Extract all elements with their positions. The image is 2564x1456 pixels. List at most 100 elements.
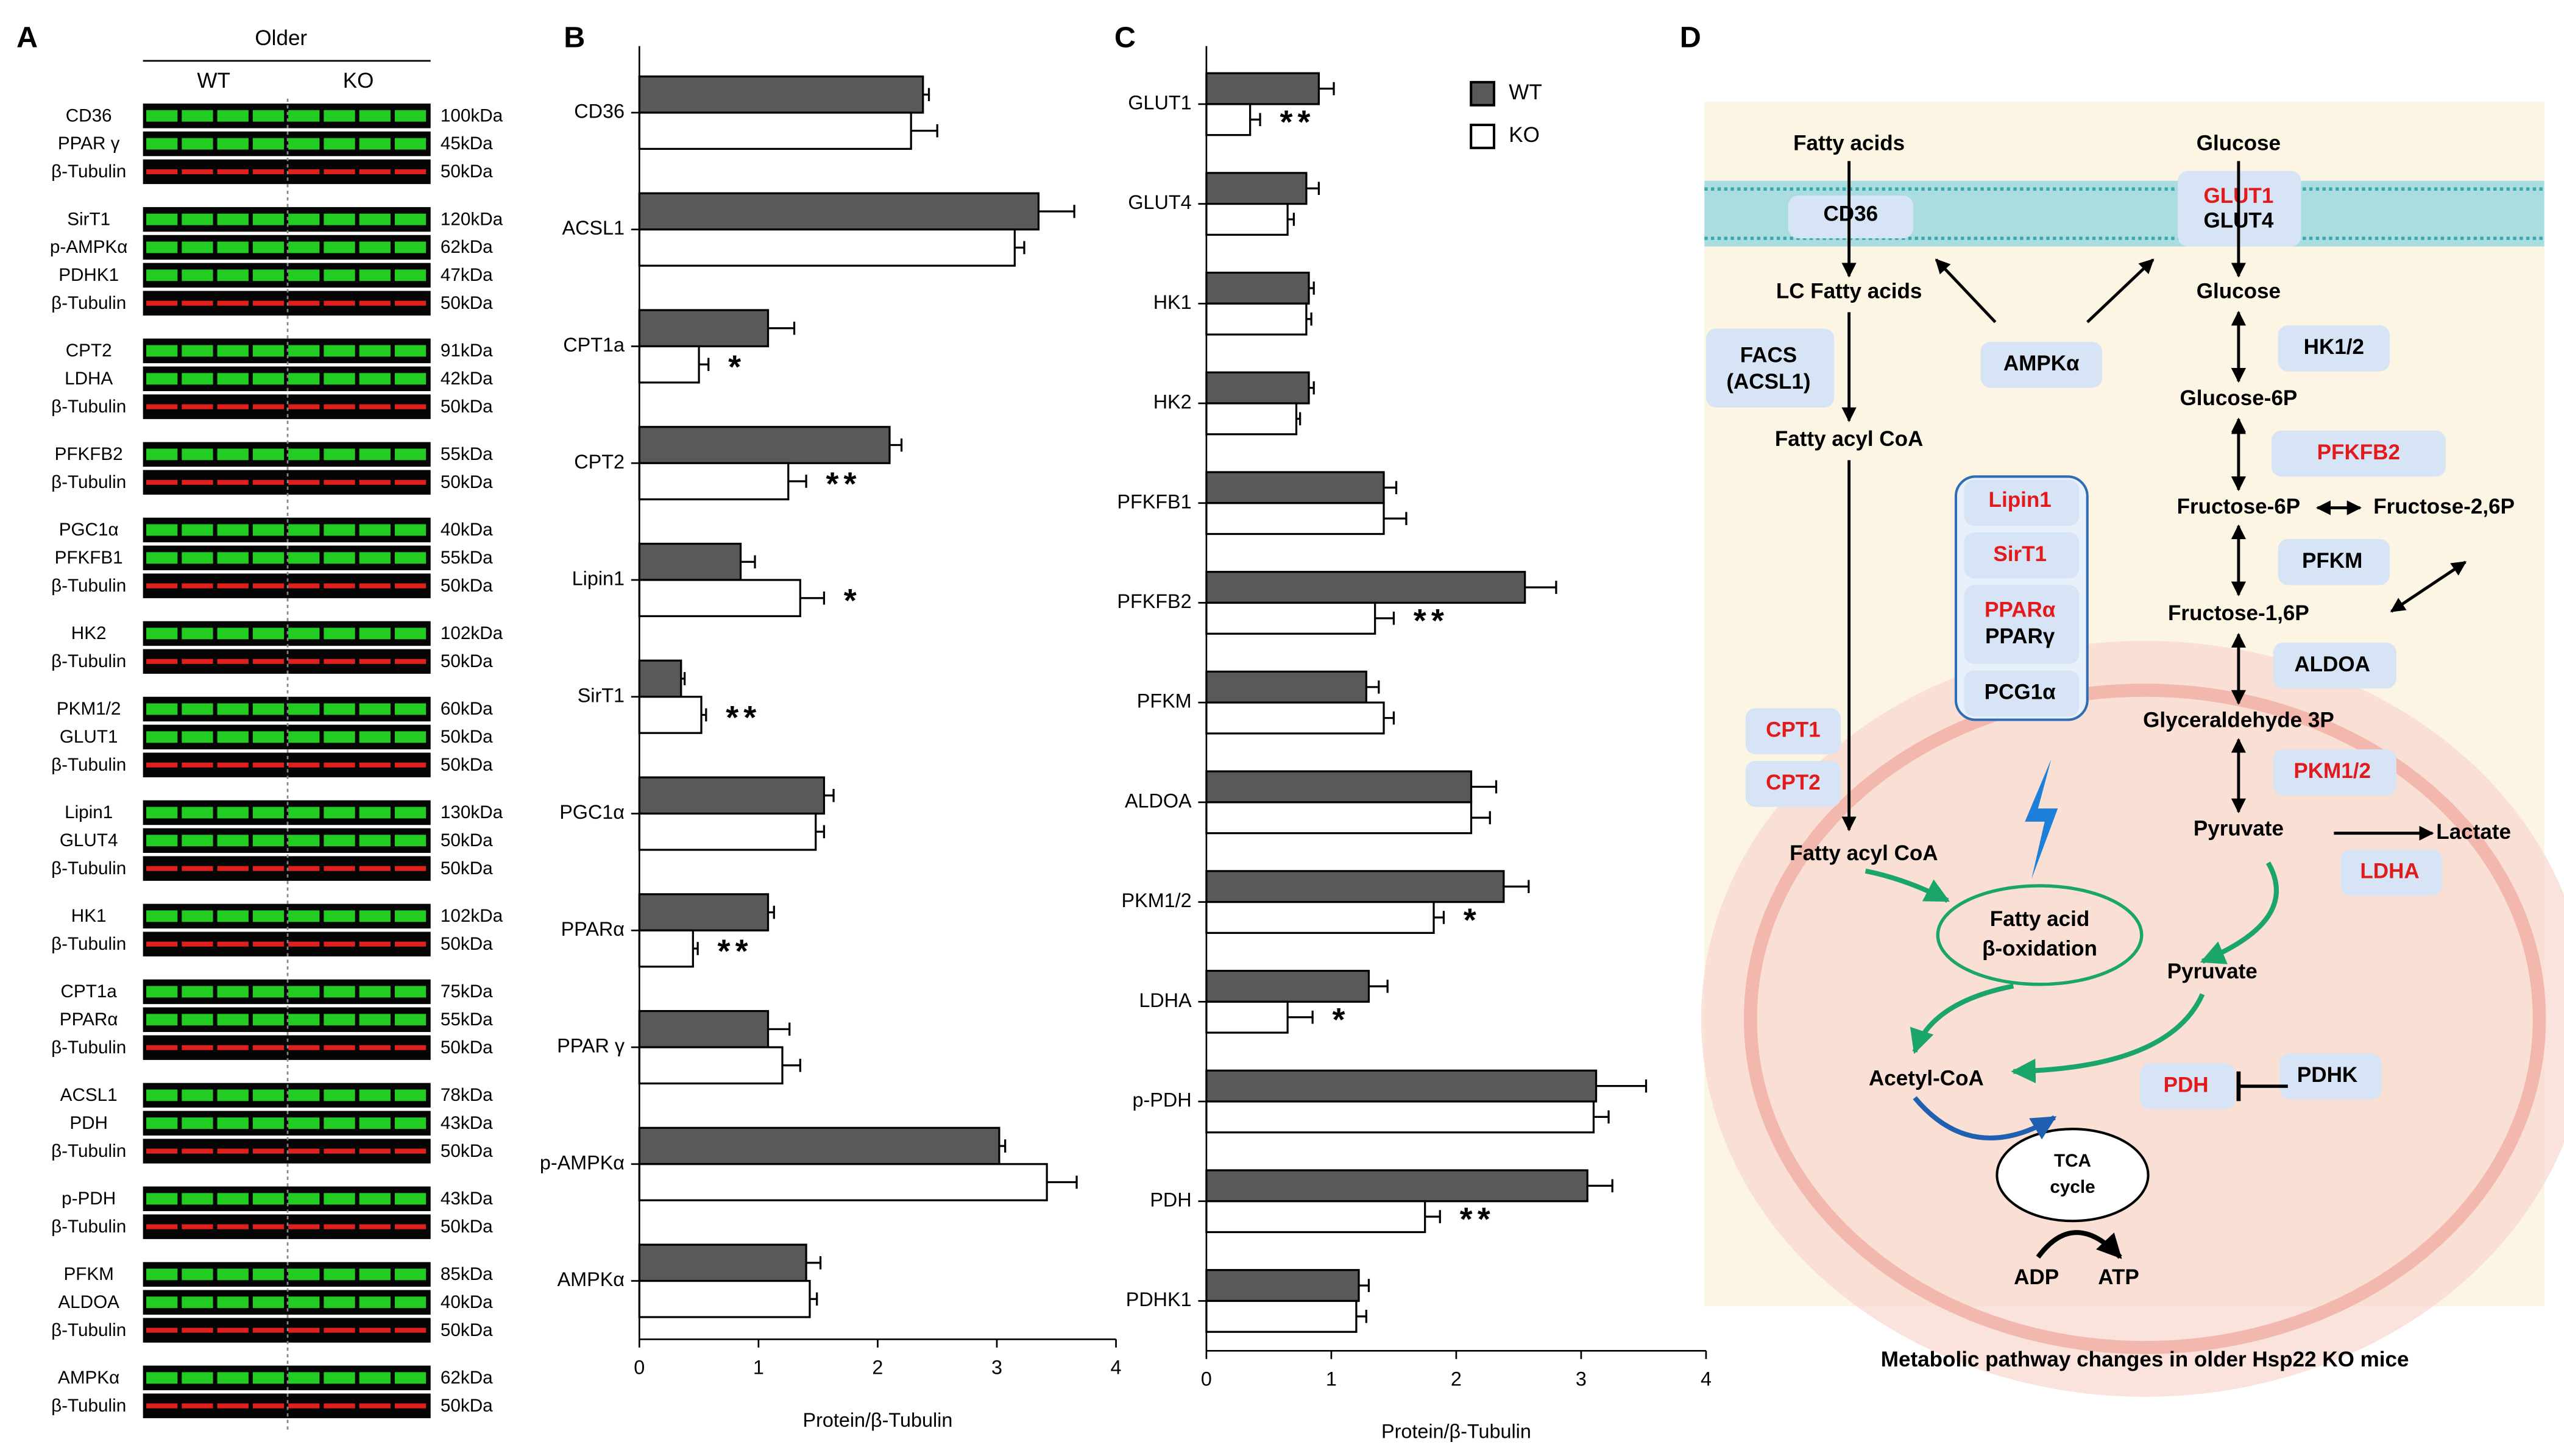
blot-band: [146, 373, 178, 385]
blot-band: [146, 731, 178, 743]
x-tick-label: 4: [1701, 1368, 1712, 1390]
diagram-box: [2279, 1053, 2382, 1100]
blot-band: [288, 373, 320, 385]
blot-band: [324, 1045, 355, 1050]
blot-band: [217, 866, 249, 871]
blot-band: [288, 1268, 320, 1281]
blot-band: [217, 1148, 249, 1154]
blot-band: [182, 1296, 213, 1309]
blot-band: [182, 1117, 213, 1129]
blot-band: [324, 448, 355, 461]
blot-band: [359, 941, 391, 947]
bar: [638, 75, 924, 114]
blot-band: [324, 479, 355, 485]
blot-band: [217, 807, 249, 819]
y-tick-label: AMPKα: [558, 1268, 625, 1290]
size-label: 50kDa: [441, 727, 493, 747]
blot-band: [146, 524, 178, 536]
blot-band: [359, 552, 391, 564]
protein-label: PPAR γ: [58, 133, 120, 154]
blot-band: [252, 241, 285, 253]
protein-label: AMPKα: [58, 1368, 119, 1388]
blot-band: [217, 552, 249, 564]
size-label: 45kDa: [441, 133, 493, 154]
diagram-node: TCA: [2054, 1151, 2091, 1171]
y-tick-label: SirT1: [578, 684, 625, 706]
blot-band: [182, 1148, 213, 1154]
blot-band: [217, 659, 249, 664]
size-label: 55kDa: [441, 548, 493, 568]
blot-band: [252, 448, 285, 461]
blot-band: [324, 583, 355, 588]
size-label: 62kDa: [441, 237, 493, 257]
blot-band: [182, 373, 213, 385]
bar: [638, 542, 742, 581]
blot-band: [324, 1193, 355, 1205]
blot-band: [217, 269, 249, 281]
protein-label: PFKFB1: [55, 548, 123, 568]
blot-band: [182, 910, 213, 922]
blot-band: [182, 404, 213, 409]
diagram-node: PFKM: [2302, 549, 2362, 573]
bar: [638, 776, 826, 815]
significance: *: [728, 349, 746, 386]
size-label: 50kDa: [441, 293, 493, 313]
diagram-arrow: [1935, 258, 1997, 323]
size-label: 43kDa: [441, 1189, 493, 1209]
blot-band: [324, 138, 355, 150]
blot-band: [252, 1014, 285, 1026]
significance: *: [844, 582, 862, 619]
blot-band: [182, 300, 213, 306]
blot-band: [324, 1372, 355, 1384]
blot-band: [394, 731, 427, 743]
atp-arrow: [2036, 1230, 2122, 1259]
diagram-node: Glucose-6P: [2180, 386, 2297, 410]
bar: [638, 1046, 784, 1085]
blot-band: [394, 448, 427, 461]
blot-band: [146, 1089, 178, 1101]
bar: [1205, 72, 1320, 105]
blot-band: [182, 762, 213, 768]
bar: [638, 929, 694, 968]
blot-band: [146, 138, 178, 150]
blot-band: [146, 404, 178, 409]
y-tick-label: HK2: [1153, 391, 1192, 413]
panel-letter: A: [16, 21, 38, 54]
blot-band: [182, 110, 213, 122]
blot-band: [182, 627, 213, 640]
blot-band: [146, 110, 178, 122]
protein-label: SirT1: [67, 209, 110, 229]
blot-band: [359, 1148, 391, 1154]
legend-swatch: [1470, 80, 1495, 107]
bar: [638, 1126, 1000, 1165]
diagram-node: Fatty acid: [1990, 907, 2090, 931]
blot-band: [288, 1014, 320, 1026]
diagram-node: Fructose-6P: [2177, 495, 2301, 518]
blot-band: [217, 1296, 249, 1309]
diagram-box: [1964, 670, 2080, 717]
blot-band: [359, 762, 391, 768]
diagram-box: [2271, 430, 2446, 477]
blot-band: [324, 1148, 355, 1154]
blot-band: [217, 1117, 249, 1129]
bar: [638, 1009, 770, 1048]
diagram-node: CD36: [1824, 202, 1879, 226]
blot-band: [324, 1224, 355, 1229]
protein-label: PFKM: [63, 1264, 113, 1284]
bar: [1205, 1299, 1358, 1333]
blot-band: [394, 110, 427, 122]
x-tick-label: 1: [753, 1357, 764, 1379]
blot-band: [359, 910, 391, 922]
diagram-node: HK1/2: [2304, 335, 2364, 359]
bar: [1205, 870, 1505, 903]
blot-band: [146, 941, 178, 947]
blot-band: [324, 404, 355, 409]
blot-band: [146, 552, 178, 564]
size-label: 50kDa: [441, 472, 493, 492]
diagram-title: Metabolic pathway changes in older Hsp22…: [1881, 1348, 2409, 1371]
diagram-box: [1980, 342, 2103, 388]
blot-band: [394, 300, 427, 306]
blot-band: [217, 213, 249, 225]
blot-band: [217, 524, 249, 536]
significance: **: [1414, 603, 1449, 639]
